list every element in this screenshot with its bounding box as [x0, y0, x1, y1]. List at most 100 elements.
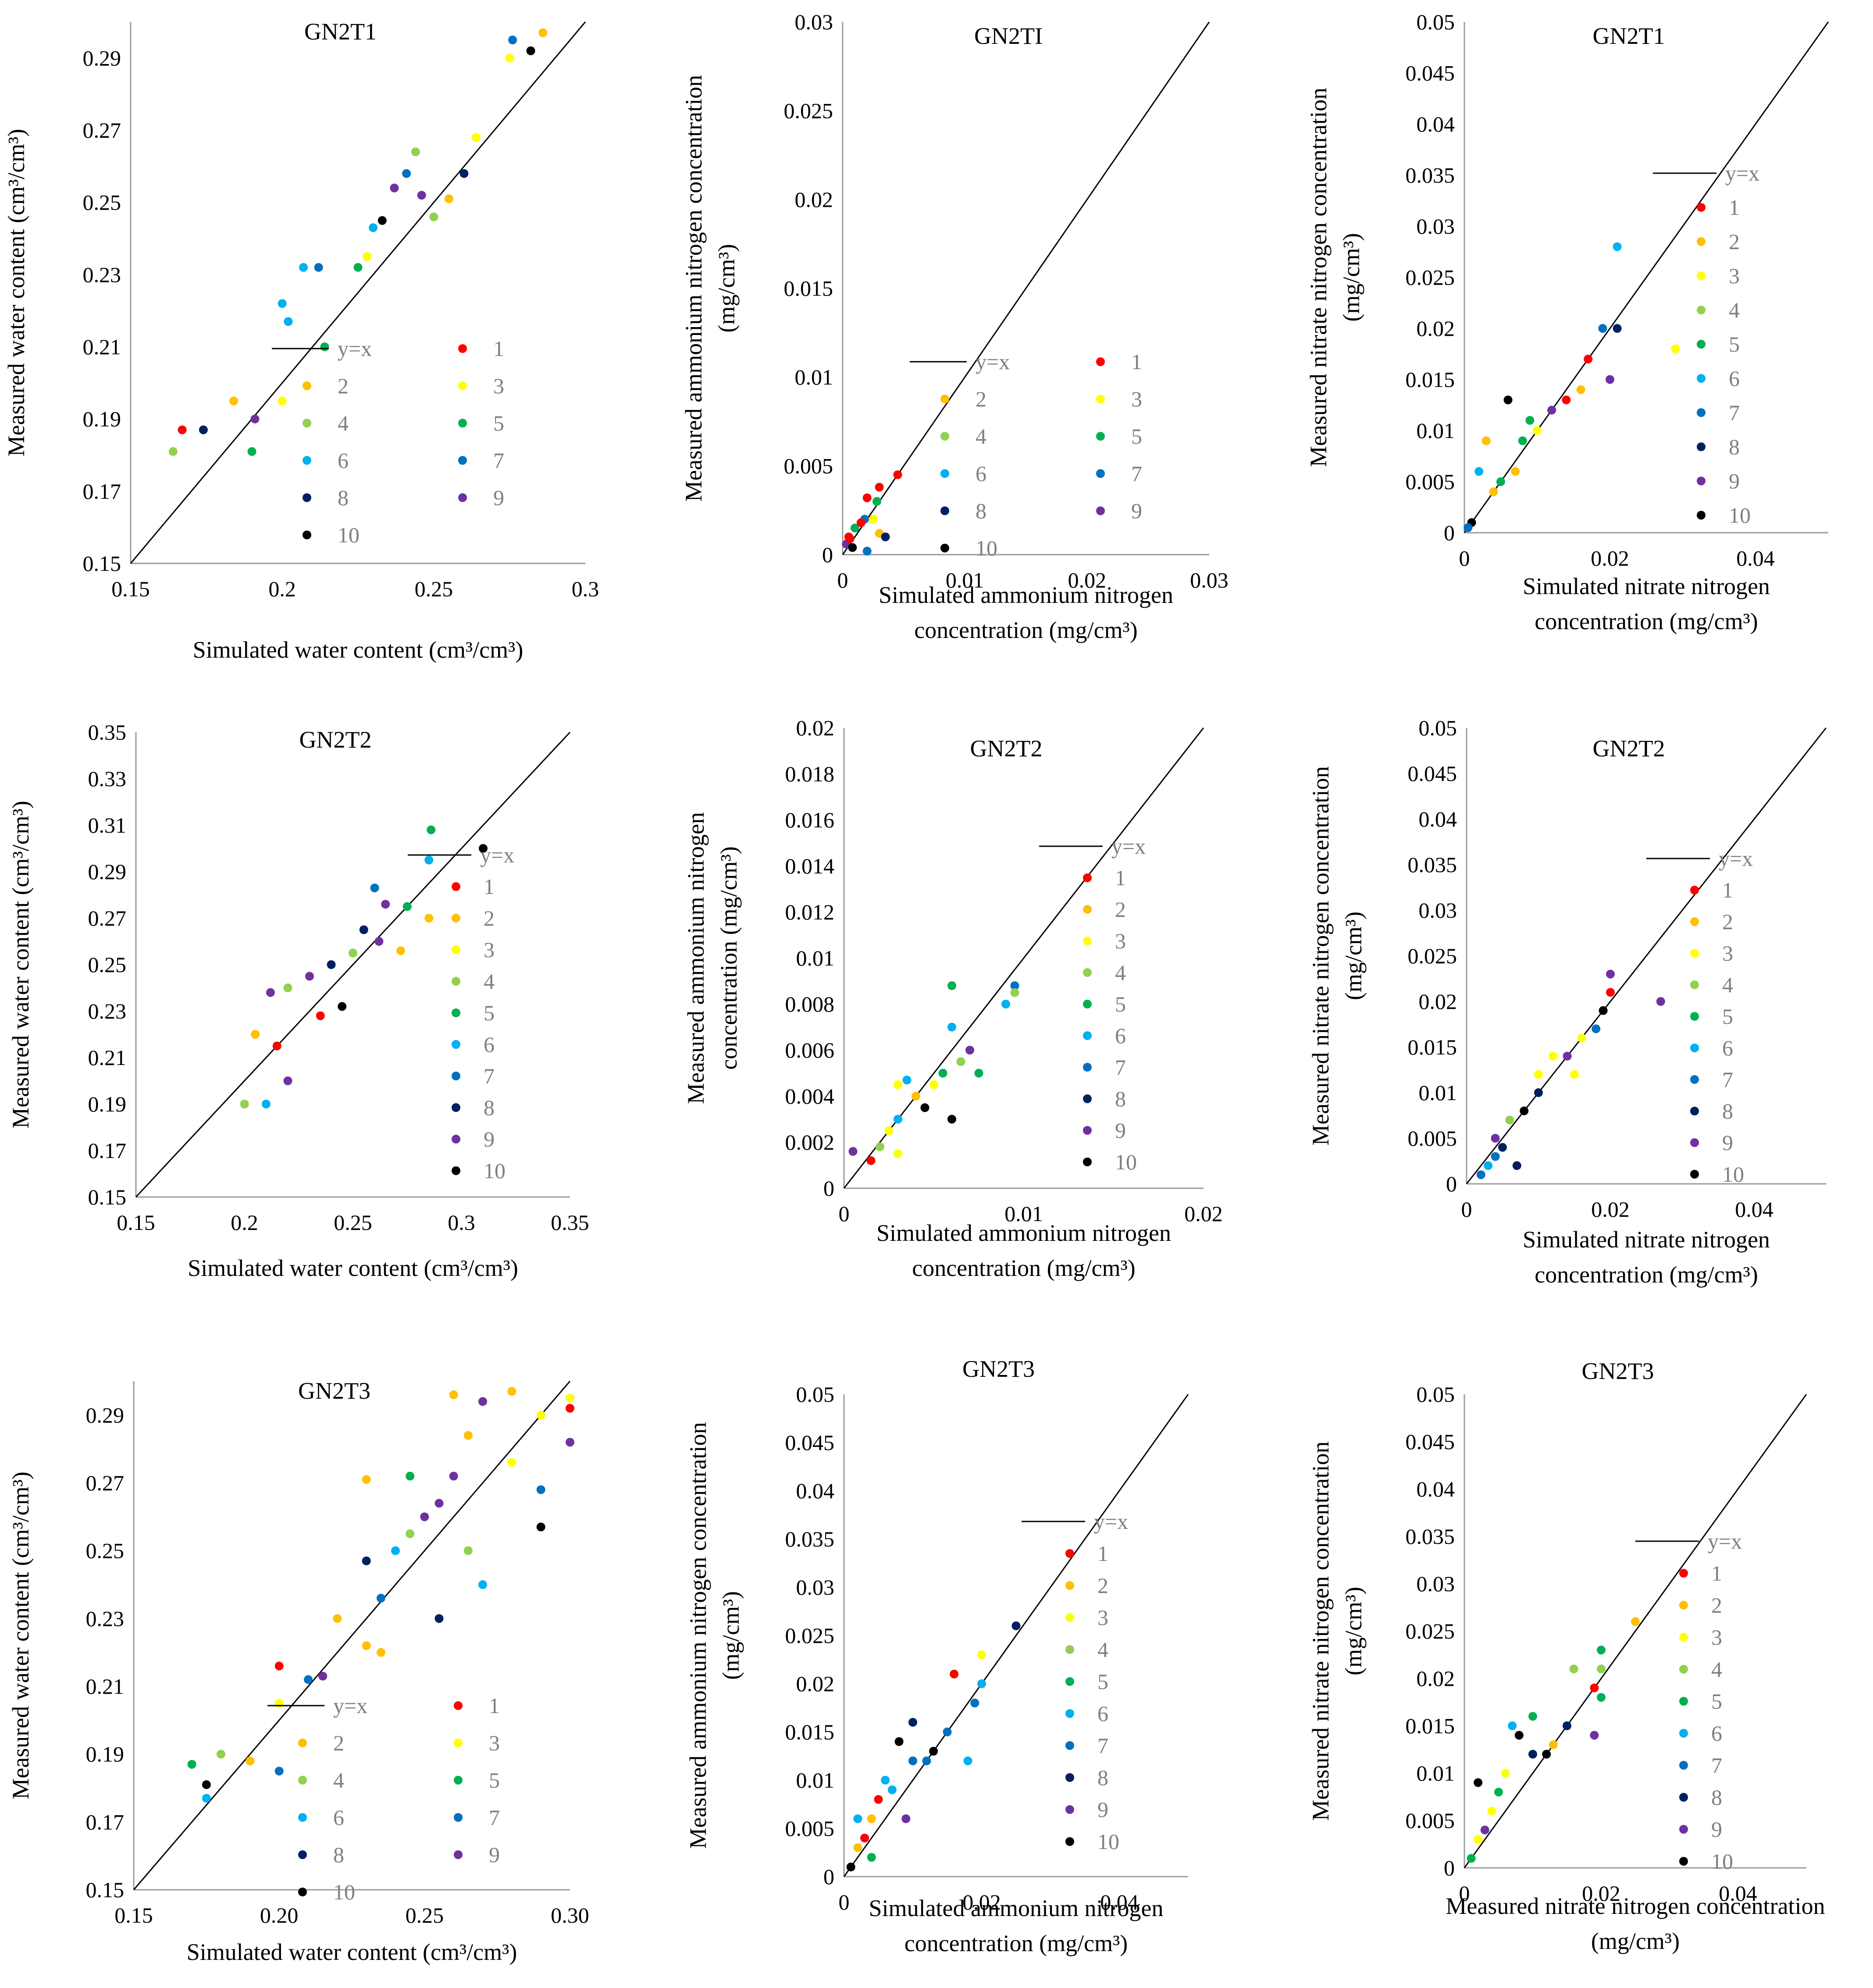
x-axis-title: Simulated water content (cm³/cm³)	[187, 1939, 517, 1965]
x-tick-label: 0.15	[114, 1903, 153, 1927]
data-point	[1549, 1740, 1558, 1749]
legend-label-1: 1	[1722, 878, 1733, 902]
legend-marker-5	[1065, 1677, 1074, 1686]
y-tick-label: 0.02	[1419, 989, 1457, 1014]
data-point	[1511, 467, 1520, 476]
legend-marker-6	[452, 1040, 460, 1049]
data-point	[908, 1756, 917, 1765]
legend-marker-1	[1065, 1549, 1074, 1558]
legend-marker-2	[298, 1739, 307, 1747]
data-point	[862, 493, 872, 502]
y-tick-label: 0.016	[785, 808, 835, 832]
data-point	[320, 342, 329, 351]
x-tick-label: 0.04	[1719, 1881, 1757, 1906]
legend-label-9: 9	[1115, 1118, 1126, 1143]
legend-marker-7	[1690, 1075, 1699, 1084]
legend-marker-3	[452, 945, 460, 954]
y-tick-label: 0.35	[88, 720, 127, 745]
y-tick-label: 0	[822, 542, 833, 567]
y-tick-label: 0.014	[785, 854, 835, 878]
data-point	[538, 28, 548, 37]
y-axis-title: Measured ammonium nitrogen concentration	[685, 1422, 711, 1849]
legend-marker-5	[454, 1776, 463, 1785]
data-point	[278, 396, 287, 406]
legend-label-9: 9	[1722, 1130, 1733, 1155]
data-point	[508, 36, 517, 45]
legend-marker-9	[454, 1850, 463, 1859]
data-point	[240, 1100, 249, 1108]
legend-marker-10	[303, 531, 311, 539]
data-point	[1599, 1006, 1608, 1015]
x-tick-label: 0.25	[406, 1903, 444, 1927]
y-tick-label: 0.27	[88, 906, 127, 930]
legend-label-2: 2	[484, 906, 495, 930]
x-tick-label: 0	[839, 1201, 850, 1226]
data-point	[278, 299, 287, 308]
data-point	[1570, 1070, 1579, 1079]
data-point	[1487, 1806, 1496, 1816]
data-point	[1011, 1621, 1021, 1630]
data-point	[860, 1834, 869, 1842]
legend-marker-3	[1679, 1633, 1688, 1642]
y-tick-label: 0.018	[785, 762, 835, 786]
reference-line-yx	[843, 727, 1204, 1189]
x-axis-title: Simulated nitrate nitrogen	[1523, 573, 1770, 599]
legend-label-1: 1	[1115, 866, 1126, 890]
legend-label-y-x: y=x	[1094, 1509, 1128, 1534]
panel-title: GN2T2	[299, 727, 372, 753]
data-point	[1489, 487, 1498, 496]
y-tick-label: 0.29	[83, 46, 121, 70]
data-point	[884, 1126, 894, 1135]
y-axis-title: (mg/cm³)	[1340, 1587, 1367, 1675]
data-point	[977, 1650, 986, 1659]
legend-label-5: 5	[1131, 424, 1142, 449]
data-point	[362, 1556, 371, 1565]
x-tick-label: 0.02	[962, 1890, 1001, 1914]
data-point	[526, 46, 535, 55]
legend-marker-8	[1690, 1107, 1699, 1115]
data-point	[1631, 1617, 1640, 1626]
legend-label-4: 4	[1722, 973, 1733, 997]
legend-label-2: 2	[333, 1731, 344, 1755]
legend-label-8: 8	[1711, 1785, 1722, 1810]
legend-marker-6	[298, 1813, 307, 1822]
data-point	[1547, 406, 1556, 415]
scatter-panel-2: 0 0.005 0.01 0.015 0.02 0.025 0.03 0 0.01 0.02 0.0…	[680, 10, 1228, 643]
scatter-panel-6: 00.0050.010.0150.020.0250.030.0350.040.0…	[1307, 716, 1827, 1288]
legend-marker-9	[458, 493, 467, 502]
data-point	[338, 1002, 347, 1011]
legend-label-5: 5	[1711, 1689, 1722, 1714]
data-point	[406, 1471, 415, 1481]
data-point	[202, 1794, 211, 1803]
data-point	[867, 1814, 876, 1823]
legend-label-10: 10	[1115, 1150, 1137, 1174]
y-tick-label: 0.03	[795, 10, 833, 34]
data-point	[1481, 436, 1491, 445]
legend-label-5: 5	[489, 1768, 500, 1792]
scatter-panel-3: 00.0050.010.0150.020.0250.030.0350.040.0…	[1305, 10, 1829, 634]
y-tick-label: 0.015	[1408, 1035, 1457, 1059]
y-tick-label: 0.21	[86, 1674, 125, 1699]
y-tick-label: 0.05	[1419, 716, 1457, 740]
x-axis-title: Simulated water content (cm³/cm³)	[188, 1255, 518, 1281]
legend-marker-5	[1697, 340, 1706, 349]
reference-line-yx	[135, 731, 571, 1198]
legend-marker-1	[1096, 357, 1105, 366]
data-point	[920, 1103, 929, 1112]
data-point	[199, 425, 208, 435]
data-point	[963, 1756, 972, 1765]
legend: y=x 1 2 3 4 5 6 7 8 9 10	[272, 336, 504, 547]
y-axis-title: Measured water content (cm³/cm³)	[7, 801, 34, 1129]
legend-label-10: 10	[1729, 503, 1751, 527]
legend-label-2: 2	[1711, 1593, 1722, 1617]
legend-marker-10	[1697, 511, 1706, 520]
x-tick-label: 0.04	[1736, 546, 1775, 570]
panel-title: GN2T2	[970, 735, 1043, 762]
legend-marker-10	[452, 1166, 460, 1175]
data-point	[970, 1699, 979, 1707]
legend-marker-8	[940, 506, 949, 515]
y-axis-title: Measured nitrate nitrogen concentration	[1307, 766, 1334, 1145]
y-axis-title: Measured ammonium nitrogen concentration	[680, 75, 707, 502]
y-axis-title: (mg/cm³)	[1340, 912, 1367, 1000]
data-point	[929, 1080, 938, 1089]
